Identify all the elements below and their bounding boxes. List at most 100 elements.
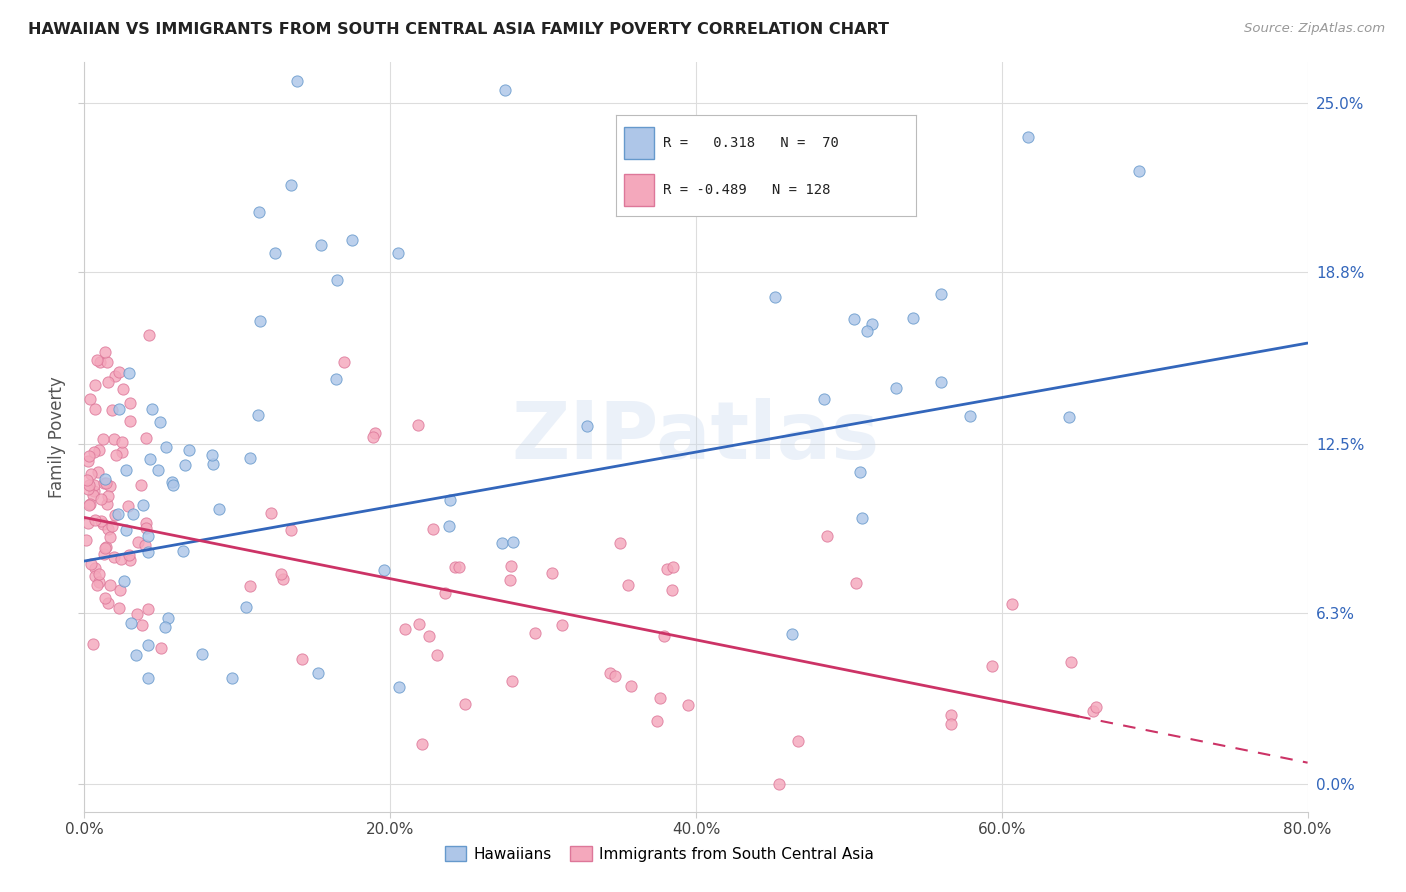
Point: [118, 548, 141, 562]
Point: [93, 517, 115, 532]
Point: [127, 607, 149, 621]
Point: [87, 465, 110, 479]
Point: [340, 233, 363, 247]
Point: [855, 324, 877, 338]
Point: [132, 499, 155, 513]
Point: [221, 671, 243, 685]
Point: [235, 599, 257, 614]
Point: [280, 523, 302, 537]
Point: [135, 516, 157, 530]
Point: [260, 507, 283, 521]
Point: [110, 552, 132, 566]
Point: [108, 601, 131, 615]
Point: [576, 419, 599, 434]
Point: [136, 638, 159, 652]
Point: [249, 314, 271, 328]
Point: [84, 402, 107, 417]
Point: [650, 691, 672, 706]
Point: [208, 502, 231, 516]
Point: [93, 475, 115, 490]
Point: [501, 673, 523, 688]
Point: [247, 204, 270, 219]
Point: [77, 478, 100, 492]
Point: [86, 352, 108, 367]
Point: [97, 376, 120, 390]
Point: [884, 381, 907, 395]
Point: [136, 545, 159, 559]
Point: [408, 616, 430, 631]
Point: [90, 492, 112, 507]
Point: [139, 452, 162, 467]
Text: ZIPatlas: ZIPatlas: [512, 398, 880, 476]
Point: [94, 475, 117, 490]
Point: [1128, 164, 1150, 178]
Point: [93, 591, 115, 606]
Point: [97, 488, 120, 502]
Point: [118, 414, 141, 428]
Point: [83, 483, 105, 498]
Point: [264, 246, 287, 260]
Point: [107, 508, 129, 522]
Point: [105, 448, 128, 462]
Point: [499, 573, 522, 587]
Point: [201, 449, 224, 463]
Point: [941, 716, 963, 731]
Point: [325, 372, 347, 386]
Point: [373, 563, 395, 577]
Legend: Hawaiians, Immigrants from South Central Asia: Hawaiians, Immigrants from South Central…: [439, 840, 880, 868]
Point: [135, 521, 157, 535]
Point: [155, 620, 177, 634]
Point: [524, 626, 547, 640]
Point: [136, 529, 159, 543]
Point: [118, 553, 141, 567]
Point: [842, 312, 865, 326]
Text: HAWAIIAN VS IMMIGRANTS FROM SOUTH CENTRAL ASIA FAMILY POVERTY CORRELATION CHART: HAWAIIAN VS IMMIGRANTS FROM SOUTH CENTRA…: [28, 22, 889, 37]
Point: [108, 365, 131, 379]
Point: [661, 583, 683, 598]
Point: [307, 666, 329, 681]
Point: [89, 443, 111, 458]
Point: [177, 442, 200, 457]
Point: [849, 465, 872, 479]
Point: [91, 432, 114, 446]
Point: [87, 566, 110, 581]
Point: [104, 368, 127, 383]
Point: [77, 516, 100, 530]
Point: [156, 611, 179, 625]
Point: [104, 508, 127, 523]
Point: [108, 402, 131, 417]
Point: [155, 440, 177, 454]
Point: [929, 287, 952, 301]
Point: [609, 535, 631, 549]
Point: [768, 777, 790, 791]
Point: [287, 74, 309, 88]
Point: [1081, 704, 1104, 718]
Point: [134, 538, 156, 552]
Point: [491, 535, 513, 549]
Point: [76, 483, 98, 497]
Point: [125, 648, 148, 662]
Point: [851, 511, 873, 525]
Point: [418, 629, 440, 643]
Point: [1001, 598, 1024, 612]
Point: [981, 658, 1004, 673]
Point: [617, 578, 640, 592]
Point: [449, 560, 471, 574]
Point: [98, 578, 121, 592]
Point: [90, 515, 112, 529]
Point: [1060, 655, 1083, 669]
Point: [280, 178, 302, 192]
Point: [82, 488, 104, 502]
Point: [678, 698, 700, 712]
Point: [411, 737, 433, 751]
Point: [80, 557, 103, 571]
Point: [84, 377, 107, 392]
Point: [291, 652, 314, 666]
Point: [273, 572, 295, 586]
Point: [93, 547, 115, 561]
Point: [97, 596, 120, 610]
Point: [901, 310, 924, 325]
Point: [388, 680, 411, 694]
Point: [247, 408, 270, 422]
Point: [103, 550, 125, 565]
